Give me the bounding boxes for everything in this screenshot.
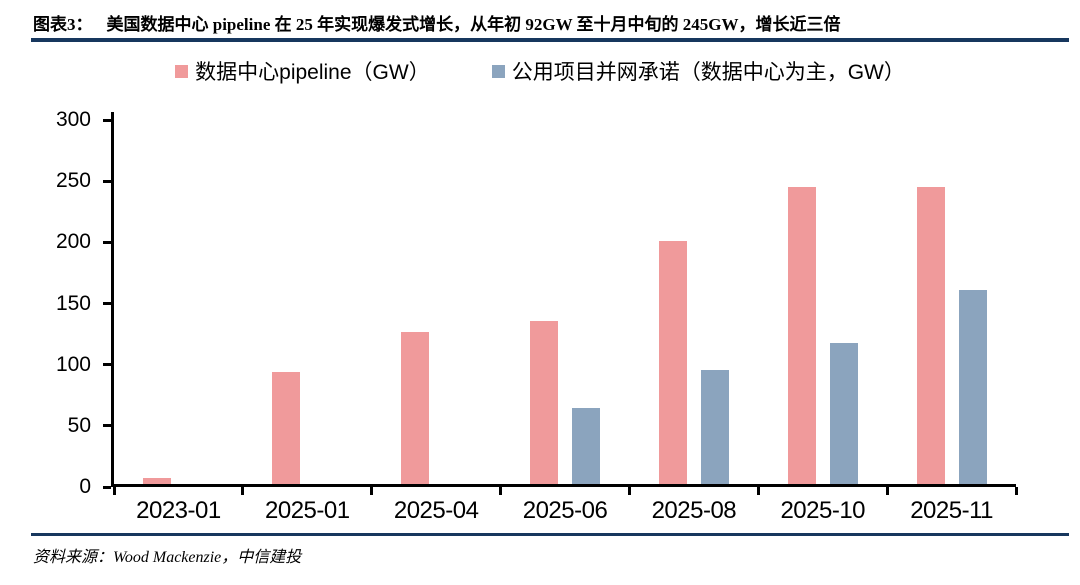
y-axis-tick — [103, 424, 111, 428]
y-axis-tick — [103, 485, 111, 489]
bar-series0-2025-11 — [916, 186, 945, 484]
bar-series0-2023-01 — [143, 477, 172, 484]
legend-label: 数据中心pipeline（GW） — [195, 61, 430, 84]
bar-series0-2025-10 — [787, 186, 816, 484]
y-axis-tick-label: 0 — [79, 475, 91, 498]
x-axis-label: 2025-11 — [910, 497, 993, 524]
figure-title: 美国数据中心 pipeline 在 25 年实现爆发式增长，从年初 92GW 至… — [106, 15, 841, 34]
y-axis-tick — [103, 179, 111, 183]
bar-group-2025-08 — [629, 120, 758, 484]
bar-group-2025-06 — [501, 120, 630, 484]
x-axis-label: 2025-01 — [265, 497, 350, 524]
bar-series0-2025-01 — [272, 372, 301, 484]
bar-group-2023-01 — [114, 120, 243, 484]
figure-title-row: 图表3： 美国数据中心 pipeline 在 25 年实现爆发式增长，从年初 9… — [33, 10, 1060, 35]
x-axis-tick — [756, 487, 760, 495]
x-axis-label: 2023-01 — [136, 497, 221, 524]
figure-label: 图表3： — [33, 15, 93, 34]
y-axis-tick — [103, 118, 111, 122]
bar-series1-2025-11 — [958, 289, 987, 484]
x-axis-label: 2025-10 — [780, 497, 866, 524]
y-axis-tick — [103, 363, 111, 367]
bar-chart-plot-area: 2023-01 2025-01 2025-04 2025-06 2025-08 2025-… — [56, 108, 1018, 524]
y-axis-tick-label: 50 — [67, 413, 91, 437]
y-axis-tick — [103, 240, 111, 244]
chart-legend: 数据中心pipeline（GW） 公用项目并网承诺（数据中心为主，GW） — [0, 56, 1080, 86]
x-axis-tick — [241, 487, 245, 495]
y-axis-tick-label: 300 — [55, 108, 91, 131]
x-axis-label: 2025-08 — [651, 497, 737, 524]
bar-group-2025-01 — [243, 120, 372, 484]
bar-series0-2025-04 — [401, 332, 430, 484]
y-axis-tick — [103, 302, 111, 305]
x-axis-tick — [627, 487, 631, 495]
top-rule — [31, 38, 1069, 42]
bar-group-2025-10 — [758, 120, 887, 484]
bar-series1-2025-06 — [572, 407, 600, 484]
bar-group-2025-04 — [372, 120, 501, 484]
x-axis-label: 2025-04 — [393, 497, 479, 524]
bar-series0-2025-08 — [658, 241, 687, 484]
bar-groups — [114, 120, 1016, 484]
legend-swatch-icon — [175, 64, 189, 78]
y-axis-tick-label: 250 — [55, 169, 91, 193]
x-axis-tick — [1014, 487, 1018, 495]
legend-label: 公用项目并网承诺（数据中心为主，GW） — [511, 61, 905, 84]
x-axis-labels: 2023-01 2025-01 2025-04 2025-06 2025-08 2025-… — [114, 497, 1016, 525]
y-axis-tick-label: 150 — [55, 291, 91, 315]
x-axis-tick — [885, 487, 889, 495]
y-axis-cap — [111, 112, 114, 120]
bar-series0-2025-06 — [530, 321, 558, 484]
source-note: 资料来源：Wood Mackenzie，中信建投 — [33, 549, 302, 566]
bar-series1-2025-08 — [700, 369, 729, 484]
y-axis-tick-label: 200 — [55, 230, 91, 254]
legend-swatch-icon — [491, 64, 505, 78]
bottom-rule — [31, 533, 1069, 536]
bar-series1-2025-10 — [829, 343, 858, 484]
legend-item-1: 公用项目并网承诺（数据中心为主，GW） — [491, 56, 905, 86]
x-axis-tick — [112, 487, 116, 495]
x-axis-tick — [370, 487, 374, 495]
y-axis-tick-label: 100 — [55, 352, 91, 376]
x-axis-tick — [499, 487, 503, 495]
x-axis-label: 2025-06 — [522, 497, 608, 524]
legend-item-0: 数据中心pipeline（GW） — [175, 56, 430, 86]
bar-group-2025-11 — [887, 120, 1016, 484]
